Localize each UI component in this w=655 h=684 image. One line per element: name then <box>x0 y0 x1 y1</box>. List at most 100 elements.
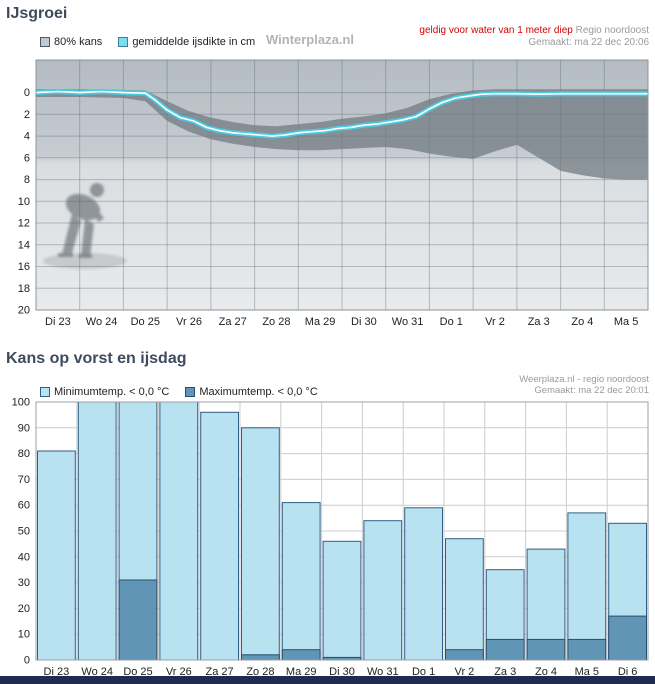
svg-text:Wo 31: Wo 31 <box>367 666 399 676</box>
legend-item-max-temp: Maximumtemp. < 0,0 °C <box>185 386 318 398</box>
bar <box>445 649 484 661</box>
bar <box>485 638 525 661</box>
frost-source-note: Weerplaza.nl - regio noordoost <box>519 374 649 385</box>
svg-text:Ma 5: Ma 5 <box>575 666 599 676</box>
min-temp-label: Minimumtemp. < 0,0 °C <box>54 386 170 398</box>
watermark: Winterplaza.nl <box>265 32 354 47</box>
ice-generated-at: Gemaakt: ma 22 dec 20:06 <box>528 37 649 48</box>
svg-text:Zo 4: Zo 4 <box>535 666 557 676</box>
bar <box>281 649 321 661</box>
svg-text:Za 3: Za 3 <box>528 316 550 328</box>
bar <box>159 401 199 661</box>
svg-text:100: 100 <box>12 398 30 409</box>
ice-chart-legend: 80% kans gemiddelde ijsdikte in cm <box>40 36 255 48</box>
svg-text:Do 1: Do 1 <box>412 666 435 676</box>
axis-labels: 0 2 4 6 8 10 12 14 16 18 20 Di 23 Wo 24 Do 25 Vr 26 Za … <box>18 87 639 328</box>
bar <box>200 411 239 661</box>
svg-text:10: 10 <box>18 629 30 641</box>
svg-text:Za 27: Za 27 <box>219 316 247 328</box>
bar <box>567 512 607 661</box>
svg-text:Zo 28: Zo 28 <box>262 316 290 328</box>
bar <box>241 654 280 661</box>
svg-text:Zo 4: Zo 4 <box>571 316 593 328</box>
footer-bar <box>0 676 655 684</box>
svg-text:Wo 31: Wo 31 <box>392 316 424 328</box>
region-note: Regio noordoost <box>575 25 649 36</box>
bar <box>567 638 607 661</box>
svg-text:Wo 24: Wo 24 <box>86 316 118 328</box>
svg-text:Do 1: Do 1 <box>440 316 463 328</box>
svg-text:Za 3: Za 3 <box>494 666 516 676</box>
validity-note: geldig voor water van 1 meter diep <box>419 25 573 36</box>
svg-text:0: 0 <box>24 87 30 99</box>
max-temp-label: Maximumtemp. < 0,0 °C <box>199 386 318 398</box>
ice-thickness-swatch <box>118 37 129 47</box>
bar <box>526 638 566 661</box>
svg-text:Zo 28: Zo 28 <box>246 666 274 676</box>
svg-text:70: 70 <box>18 474 30 486</box>
svg-text:90: 90 <box>18 422 30 434</box>
svg-text:Ma 5: Ma 5 <box>614 316 638 328</box>
bar <box>37 450 76 661</box>
frost-chance-chart: 0 10 20 30 40 50 60 70 80 90 100 Di 23 Wo 24 Do 25 Vr … <box>12 398 649 676</box>
confidence-band <box>36 89 648 180</box>
legend-item-min-temp: Minimumtemp. < 0,0 °C <box>40 386 169 398</box>
svg-text:Ma 29: Ma 29 <box>286 666 317 676</box>
bar <box>77 401 117 661</box>
ice-thickness-label: gemiddelde ijsdikte in cm <box>132 36 256 48</box>
frost-generated-at: Gemaakt: ma 22 dec 20:01 <box>534 385 649 396</box>
svg-text:60: 60 <box>18 500 30 512</box>
max-temp-swatch <box>185 387 196 397</box>
svg-text:14: 14 <box>18 239 30 251</box>
frost-chart-legend: Minimumtemp. < 0,0 °C Maximumtemp. < 0,0… <box>40 386 318 398</box>
bar <box>118 579 158 661</box>
svg-text:Di 6: Di 6 <box>618 666 638 676</box>
svg-text:2: 2 <box>24 109 30 121</box>
svg-text:0: 0 <box>24 655 30 667</box>
svg-text:80: 80 <box>18 448 30 460</box>
svg-text:Ma 29: Ma 29 <box>305 316 336 328</box>
gridlines <box>36 60 648 311</box>
svg-text:6: 6 <box>24 152 30 164</box>
svg-text:Di 23: Di 23 <box>44 666 70 676</box>
svg-text:20: 20 <box>18 603 30 615</box>
bar <box>281 502 321 661</box>
bar <box>322 540 362 661</box>
legend-item-confidence-band: 80% kans <box>40 36 102 48</box>
svg-text:Vr 26: Vr 26 <box>166 666 192 676</box>
svg-text:Za 27: Za 27 <box>206 666 234 676</box>
confidence-band-label: 80% kans <box>54 36 103 48</box>
min-temp-bars <box>37 401 648 661</box>
legend-item-ice-thickness: gemiddelde ijsdikte in cm <box>118 36 255 48</box>
confidence-band-swatch <box>40 37 50 47</box>
svg-text:Vr 26: Vr 26 <box>176 316 202 328</box>
min-temp-swatch <box>40 387 50 397</box>
svg-text:50: 50 <box>18 526 30 538</box>
bar <box>445 538 484 661</box>
ice-chart-title: IJsgroei <box>6 5 68 22</box>
svg-text:4: 4 <box>24 131 30 143</box>
svg-text:20: 20 <box>18 305 30 317</box>
svg-text:Vr 2: Vr 2 <box>455 666 475 676</box>
svg-text:8: 8 <box>24 174 30 186</box>
frost-chart-meta: Weerplaza.nl - regio noordoost Gemaakt: … <box>519 374 649 396</box>
svg-text:30: 30 <box>18 577 30 589</box>
ice-growth-chart: 0 2 4 6 8 10 12 14 16 18 20 Di 23 Wo 24 Do 25 Vr 26 Za … <box>18 59 649 328</box>
svg-text:Di 30: Di 30 <box>329 666 355 676</box>
bar <box>363 520 403 661</box>
bar <box>241 427 280 661</box>
svg-text:Do 25: Do 25 <box>131 316 160 328</box>
frost-chart-title: Kans op vorst en ijsdag <box>6 350 187 367</box>
svg-text:Wo 24: Wo 24 <box>81 666 113 676</box>
svg-text:Di 23: Di 23 <box>45 316 71 328</box>
svg-text:10: 10 <box>18 196 30 208</box>
axis-labels: 0 10 20 30 40 50 60 70 80 90 100 Di 23 Wo 24 Do 25 Vr … <box>12 398 638 676</box>
svg-text:12: 12 <box>18 218 30 230</box>
bar <box>404 507 444 661</box>
plot-frame <box>35 59 649 311</box>
svg-text:Di 30: Di 30 <box>351 316 377 328</box>
bar <box>608 615 648 661</box>
svg-text:40: 40 <box>18 551 30 563</box>
skater-photo-figure <box>43 183 127 269</box>
